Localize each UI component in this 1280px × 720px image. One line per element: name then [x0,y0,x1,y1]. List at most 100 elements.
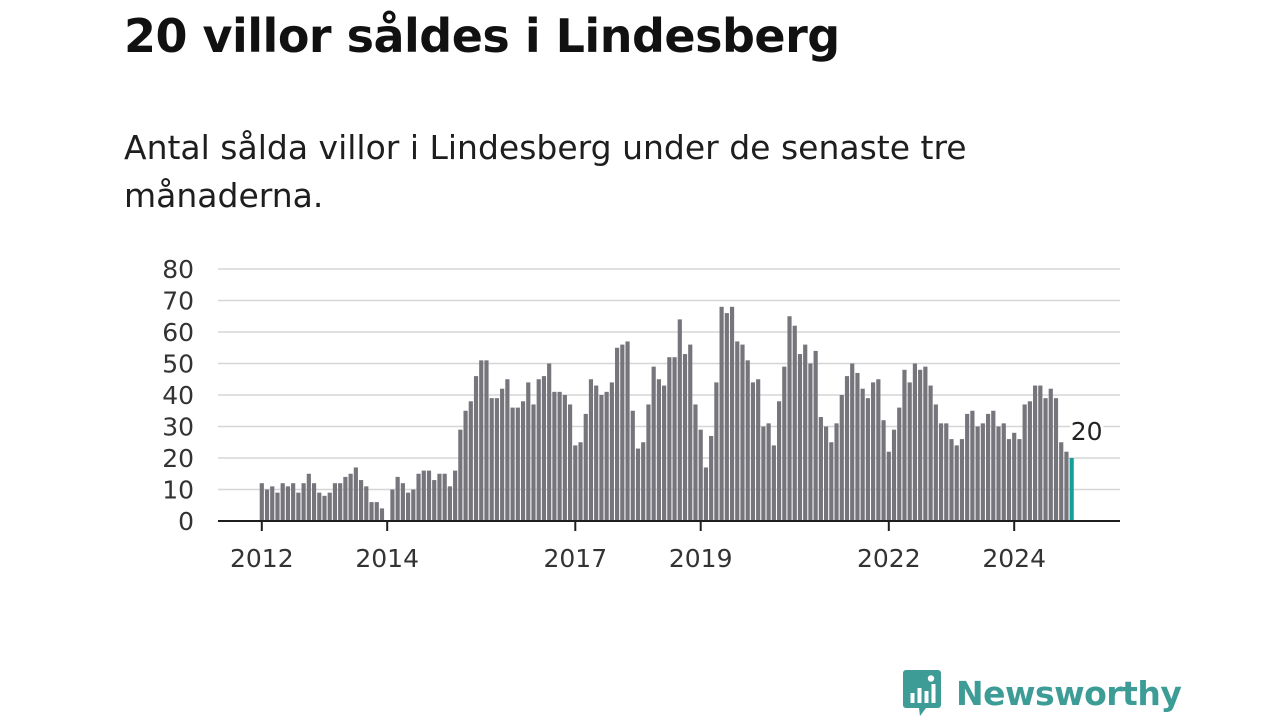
bar [714,382,719,521]
bar [677,319,682,521]
bar [740,344,745,521]
bar [343,476,348,521]
bar [562,395,567,521]
bar [970,410,975,521]
bar [824,426,829,521]
bar [959,439,965,521]
chart-subtitle: Antal sålda villor i Lindesberg under de… [124,128,967,215]
bar [672,357,677,521]
bar [771,445,776,521]
bar [432,480,437,521]
bar [703,467,709,521]
bar [949,439,954,521]
bar [719,306,724,521]
bar [473,376,479,521]
bar [395,476,400,521]
latest-value-label: 20 [1071,417,1103,446]
bar [1059,442,1064,521]
bar [567,404,573,521]
bar [991,410,996,521]
bar [285,486,291,521]
bar [1022,404,1027,521]
bar [871,382,876,521]
bar [426,470,432,521]
bar [965,413,970,521]
bar [1033,385,1038,521]
bar [709,435,714,521]
bar [829,442,834,521]
bar [902,369,907,521]
chart-title: 20 villor såldes i Lindesberg [124,9,840,63]
bar [897,407,902,521]
bar [688,344,693,521]
bar [510,407,515,521]
bar-latest [1069,458,1074,521]
bar [855,372,860,521]
bar [458,429,463,521]
bar [907,382,912,521]
bar [1048,388,1053,521]
bar [797,354,803,521]
bar [280,483,285,521]
bar [541,376,547,521]
bar [1027,401,1032,521]
bar [296,492,301,521]
bar [1001,423,1006,521]
bar [985,413,991,521]
bar [301,483,306,521]
bar [547,363,552,521]
bar [552,391,557,521]
bar [1064,451,1069,521]
bar [651,366,656,521]
bar [808,363,813,521]
bar [270,486,275,521]
x-axis-labels: 2012 2014 2017 2019 2022 2024 [230,521,1046,573]
newsworthy-logo-icon [903,670,941,716]
x-tick-label: 2017 [543,544,607,573]
bar [1043,398,1048,521]
bar [1006,439,1012,521]
bar [463,410,468,521]
bar [682,354,688,521]
bar [724,313,729,521]
bar [756,379,761,521]
bar [291,483,296,521]
bar [348,473,353,521]
bar [338,483,343,521]
bar [447,486,452,521]
bar [918,369,923,521]
bar [1012,432,1017,521]
bar [322,495,327,521]
bar [776,401,782,521]
y-tick-label: 0 [178,507,194,536]
brand-name: Newsworthy [956,673,1182,713]
bar [891,429,897,521]
bar [745,360,750,521]
bar [306,473,311,521]
bar [416,473,421,521]
bar [489,398,494,521]
x-tick-label: 2012 [230,544,294,573]
bar [259,483,264,521]
bar [500,388,505,521]
bar [834,423,839,521]
bar [411,489,416,521]
bar [975,426,980,521]
bar [588,379,594,521]
bar [881,420,886,521]
bar [311,483,317,521]
bar [573,445,578,521]
bar [876,379,881,521]
bar [766,423,771,521]
bar [615,347,620,521]
bar [818,417,823,521]
bar [923,366,928,521]
bar [787,316,792,521]
bar [400,483,405,521]
bar [980,423,985,521]
y-tick-label: 10 [162,476,194,505]
bar [729,306,735,521]
bar [813,350,818,521]
bar [839,395,844,521]
bar [803,344,808,521]
